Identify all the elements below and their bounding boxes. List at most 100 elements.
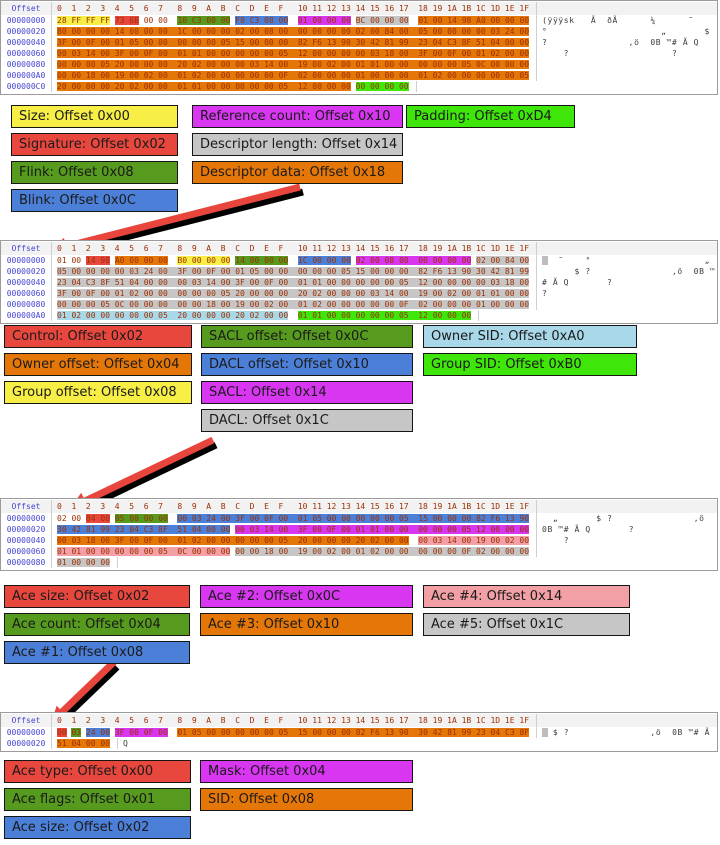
legend-padding-offset-0xd4: Padding: Offset 0xD4 — [406, 105, 575, 128]
legend-control-offset-0x02: Control: Offset 0x02 — [4, 325, 192, 348]
row-offset: 00000020 — [1, 524, 52, 535]
legend-descriptor-length-offset-0x14: Descriptor length: Offset 0x14 — [192, 133, 403, 156]
hex-bytes: 00 00 00 05 20 00 00 00 20 02 00 00 00 0… — [52, 59, 530, 70]
legend-descriptor-data-offset-0x18: Descriptor data: Offset 0x18 — [192, 161, 403, 184]
legend-group-offset-offset-0x08: Group offset: Offset 0x08 — [4, 381, 192, 404]
hex-byte-run: 20 00 00 00 20 02 00 00 01 01 00 00 00 0… — [57, 82, 351, 91]
hex-column-header-row: Offset 0 1 2 3 4 5 6 7 8 9 A B C D E F 10… — [1, 714, 717, 727]
hex-bytes: 00 03 24 00 3F 00 0F 00 01 05 00 00 00 0… — [52, 727, 530, 738]
hex-byte-run: 73 6B — [114, 16, 139, 25]
row-offset: 00000000 — [1, 15, 52, 26]
hex-byte-run: 01 01 00 00 00 00 00 05 0C 00 00 00 — [57, 547, 231, 556]
hex-bytes: 01 02 00 00 00 00 00 05 20 00 00 00 20 0… — [52, 310, 472, 321]
hex-row: 00000060 00 03 14 00 3F 00 0F 00 01 01 00… — [1, 48, 717, 59]
hex-byte-run: 30 42 81 99 23 04 C3 8F 51 04 00 00 — [57, 525, 231, 534]
byte-column-headers: 0 1 2 3 4 5 6 7 8 9 A B C D E F 10 11 12… — [57, 4, 530, 13]
hex-row: 00000020 B0 00 00 00 14 00 00 00 1C 00 00… — [1, 26, 717, 37]
legend-owner-offset-offset-0x04: Owner offset: Offset 0x04 — [4, 353, 192, 376]
hex-byte-run: 05 00 00 00 00 03 24 00 3F 00 0F 00 01 0… — [57, 267, 530, 276]
ascii-text — [536, 299, 717, 310]
hex-row: 00000080 00 00 00 05 0C 00 00 00 00 00 18… — [1, 299, 717, 310]
hex-byte-run: 01 02 00 00 00 00 00 05 20 00 00 00 20 0… — [57, 311, 289, 320]
row-offset: 00000080 — [1, 59, 52, 70]
hex-bytes: B0 00 00 00 14 00 00 00 1C 00 00 00 02 0… — [52, 26, 530, 37]
hex-byte-run: 00 03 14 00 19 00 02 00 — [418, 536, 530, 545]
hex-byte-run: BC 00 00 00 — [355, 16, 409, 25]
legend-mask-offset-0x04: Mask: Offset 0x04 — [200, 760, 413, 783]
hex-byte-run: 84 00 — [85, 514, 111, 523]
legend-dacl-offset-0x1c: DACL: Offset 0x1C — [201, 409, 413, 432]
hex-row: 00000060 01 01 00 00 00 00 00 05 0C 00 00… — [1, 546, 717, 557]
row-offset: 000000A0 — [1, 310, 52, 321]
hex-byte-run: 3F 00 0F 00 01 05 00 00 00 00 00 05 15 0… — [57, 38, 530, 47]
legend-dacl-offset-offset-0x10: DACL offset: Offset 0x10 — [201, 353, 413, 376]
hex-byte-run: 02 00 84 00 — [476, 256, 530, 265]
hex-byte-run: 3F 00 0F 00 01 02 00 00 00 00 00 05 20 0… — [57, 289, 530, 298]
row-offset: 00000060 — [1, 48, 52, 59]
legend-ace-2-offset-0x0c: Ace #2: Offset 0x0C — [200, 585, 413, 608]
row-offset: 00000060 — [1, 288, 52, 299]
ascii-text — [478, 310, 717, 321]
hex-bytes: 05 00 00 00 00 03 24 00 3F 00 0F 00 01 0… — [52, 266, 530, 277]
hex-byte-run: 14 00 00 00 — [235, 256, 289, 265]
hex-row: 00000040 23 04 C3 8F 51 04 00 00 00 03 14… — [1, 277, 717, 288]
hex-bytes: 20 00 00 00 20 02 00 00 01 01 00 00 00 0… — [52, 81, 409, 92]
hex-bytes: 00 03 14 00 3F 00 0F 00 01 01 00 00 00 0… — [52, 48, 530, 59]
ascii-column-header — [536, 714, 717, 727]
legend-owner-sid-offset-0xa0: Owner SID: Offset 0xA0 — [423, 325, 637, 348]
legend-ace-1-offset-0x08: Ace #1: Offset 0x08 — [4, 641, 190, 664]
legend-size-offset-0x00: Size: Offset 0x00 — [11, 105, 178, 128]
hex-byte-run: 00 00 00 05 20 00 00 00 20 02 00 00 00 0… — [57, 60, 530, 69]
hex-byte-run: 24 00 — [85, 728, 111, 737]
hex-byte-run: 01 00 — [57, 256, 82, 265]
ascii-text: Q — [116, 738, 717, 749]
hex-byte-run: B0 00 00 00 — [177, 256, 231, 265]
ascii-cursor — [542, 728, 548, 737]
hex-byte-run: 14 98 — [85, 256, 111, 265]
ascii-text: ˜ ° „ — [536, 255, 717, 266]
hex-row: 000000A0 00 00 18 00 19 00 02 00 01 02 00… — [1, 70, 717, 81]
offset-column-header: Offset — [1, 500, 52, 513]
ascii-text — [116, 557, 717, 568]
row-offset: 00000040 — [1, 277, 52, 288]
byte-column-headers: 0 1 2 3 4 5 6 7 8 9 A B C D E F 10 11 12… — [57, 716, 530, 725]
legend-ace-flags-offset-0x01: Ace flags: Offset 0x01 — [4, 788, 191, 811]
hex-row: 00000020 05 00 00 00 00 03 24 00 3F 00 0F… — [1, 266, 717, 277]
ascii-text — [536, 546, 717, 557]
hex-row: 00000020 51 04 00 00 Q — [1, 738, 717, 749]
hex-byte-run: 00 00 18 00 19 00 02 00 01 02 00 00 00 0… — [235, 547, 530, 556]
hex-byte-run: 10 C3 00 00 — [177, 16, 231, 25]
ascii-text: # Ã Q ? — [536, 277, 717, 288]
legend-sacl-offset-0x14: SACL: Offset 0x14 — [201, 381, 413, 404]
ascii-column-header — [536, 500, 717, 513]
legend-ace-size-offset-0x02: Ace size: Offset 0x02 — [4, 585, 190, 608]
ascii-text: $ ? ‚ö 0B ™ — [536, 266, 717, 277]
hex-column-header-row: Offset 0 1 2 3 4 5 6 7 8 9 A B C D E F 10… — [1, 500, 717, 513]
hex-row: 00000080 00 00 00 05 20 00 00 00 20 02 00… — [1, 59, 717, 70]
ascii-cursor — [542, 256, 548, 265]
hex-byte-run: 03 — [71, 728, 82, 737]
hex-byte-run: 00 03 14 00 3F 00 0F 00 01 01 00 00 00 0… — [57, 49, 530, 58]
hex-bytes: 00 00 00 05 0C 00 00 00 00 00 18 00 19 0… — [52, 299, 530, 310]
legend-blink-offset-0x0c: Blink: Offset 0x0C — [11, 189, 178, 212]
hex-row: 00000000 00 03 24 00 3F 00 0F 00 01 05 00… — [1, 727, 717, 738]
hex-byte-run: 01 00 14 98 A0 00 00 00 — [418, 16, 530, 25]
legend-flink-offset-0x08: Flink: Offset 0x08 — [11, 161, 178, 184]
hex-row: 00000040 3F 00 0F 00 01 05 00 00 00 00 00… — [1, 37, 717, 48]
row-offset: 00000080 — [1, 299, 52, 310]
hex-byte-run: 00 00 00 00 — [355, 82, 409, 91]
hex-bytes: 01 00 14 98 A0 00 00 00 B0 00 00 00 14 0… — [52, 255, 530, 266]
hex-byte-run: 28 FF FF FF — [57, 16, 110, 25]
ascii-text: 0B ™# Ã Q ? — [536, 524, 717, 535]
hex-byte-run: 00 00 — [143, 16, 168, 25]
row-offset: 00000020 — [1, 266, 52, 277]
ascii-text: „ $ ? ‚ö — [536, 513, 717, 524]
hex-byte-run: 00 03 24 00 3F 00 0F 00 01 05 00 00 00 0… — [177, 514, 530, 523]
hex-row: 00000040 00 03 18 00 3F 00 0F 00 01 02 00… — [1, 535, 717, 546]
row-offset: 00000040 — [1, 37, 52, 48]
hex-byte-run: 01 05 00 00 00 00 00 05 15 00 00 00 82 F… — [177, 728, 530, 737]
ascii-text — [536, 59, 717, 70]
hex-row: 00000020 30 42 81 99 23 04 C3 8F 51 04 00… — [1, 524, 717, 535]
hex-bytes: 00 03 18 00 3F 00 0F 00 01 02 00 00 00 0… — [52, 535, 530, 546]
row-offset: 000000C0 — [1, 81, 52, 92]
